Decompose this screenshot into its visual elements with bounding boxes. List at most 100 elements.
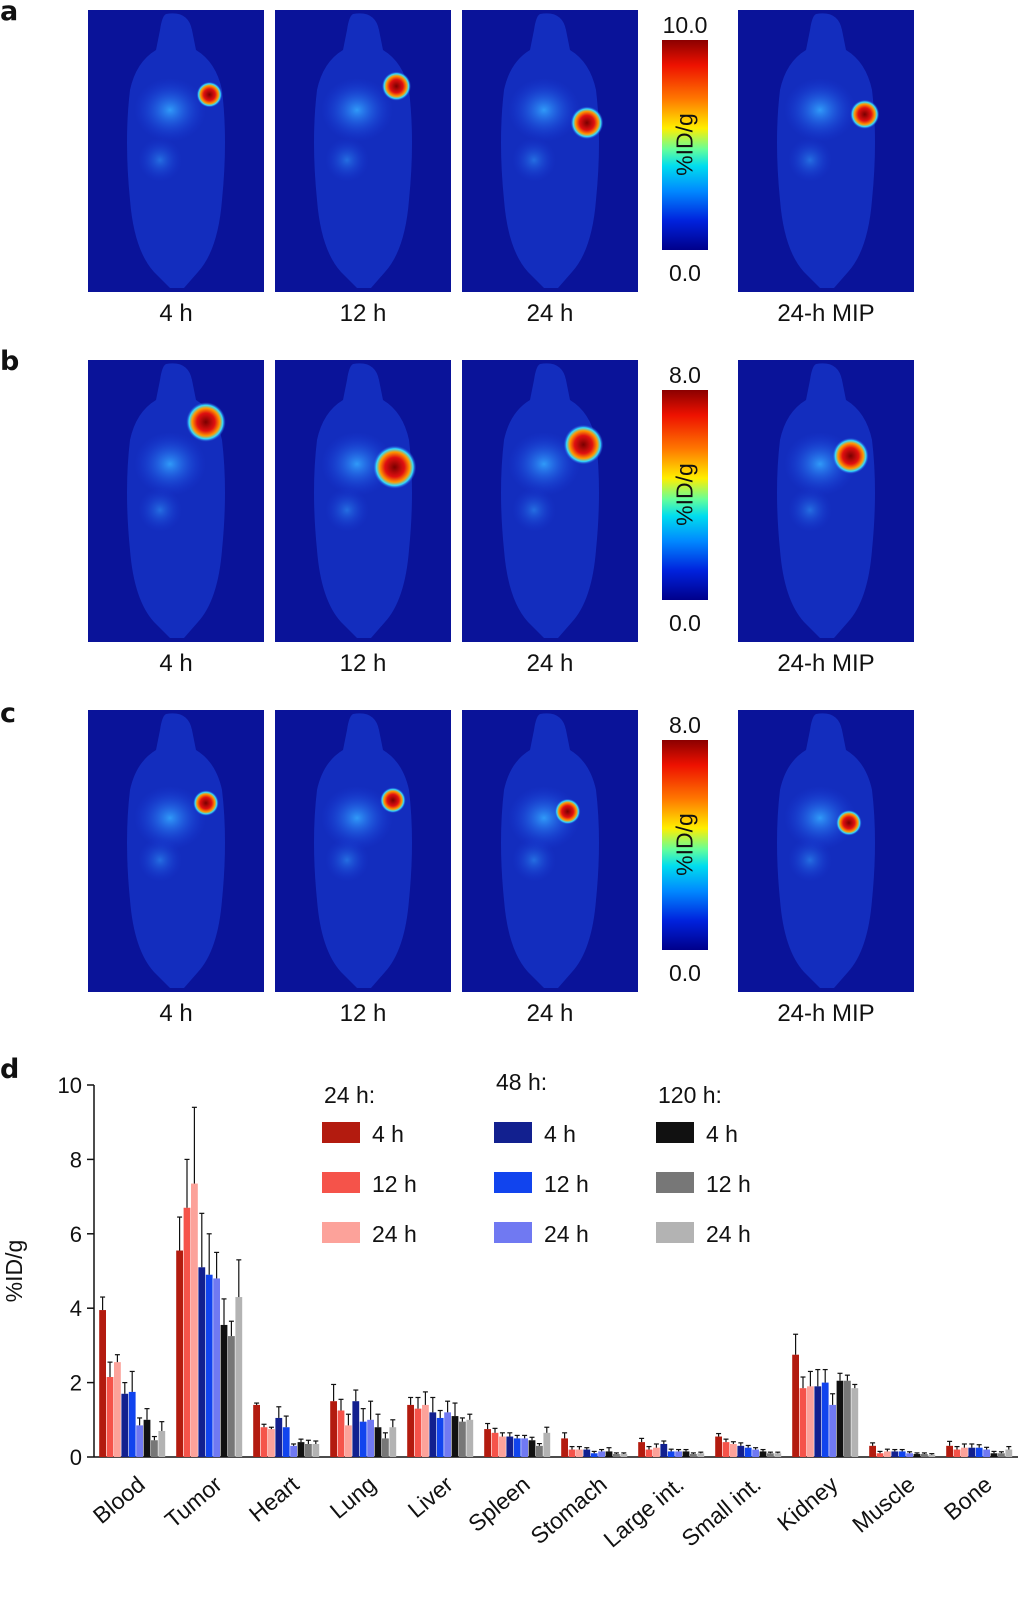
organ-signal — [512, 838, 556, 882]
pet-scan-image — [275, 10, 451, 292]
legend-swatch — [656, 1222, 694, 1243]
bar — [928, 1454, 936, 1457]
legend-swatch — [322, 1172, 360, 1193]
pet-scan-image — [462, 10, 638, 292]
bar — [429, 1412, 437, 1457]
scan-caption: 24 h — [526, 300, 574, 327]
colorbar-min-label: 0.0 — [669, 610, 701, 636]
tumor-hotspot — [570, 106, 604, 140]
x-tick-label: Bone — [939, 1471, 997, 1525]
scan-caption: 24-h MIP — [777, 650, 875, 677]
bar — [158, 1430, 166, 1457]
legend-swatch — [494, 1222, 532, 1243]
scan-caption: 4 h — [159, 300, 193, 327]
bar — [576, 1449, 583, 1457]
legend-swatch — [656, 1122, 694, 1143]
bar — [653, 1447, 660, 1457]
bar — [198, 1267, 206, 1457]
x-tick-label: Kidney — [772, 1471, 843, 1536]
biodistribution-bar-chart: 0 2 4 6 8 10 %ID/g Blood Tumor Heart Lung Liver Sple… — [1, 1069, 1018, 1553]
bar — [851, 1388, 859, 1457]
bar — [136, 1425, 143, 1457]
bar — [359, 1421, 367, 1457]
legend-swatch — [494, 1122, 532, 1143]
legend-group-title: 24 h: — [324, 1082, 375, 1108]
bar — [844, 1380, 851, 1457]
colorbar-unit-label: %ID/g — [671, 463, 698, 526]
panel-label-c: c — [0, 698, 17, 729]
panel-label-d: d — [0, 1054, 20, 1085]
scan-caption: 12 h — [339, 650, 387, 677]
bar — [913, 1454, 921, 1457]
organ-signal — [325, 138, 369, 182]
bar — [792, 1354, 799, 1457]
bar — [367, 1419, 374, 1457]
bar — [422, 1404, 429, 1457]
y-tick-label: 4 — [70, 1296, 82, 1321]
x-tick-label: Spleen — [463, 1471, 535, 1537]
tumor-hotspot — [832, 437, 869, 474]
pet-scan-image — [88, 360, 264, 642]
bar — [998, 1453, 1005, 1457]
scan-caption: 24 h — [526, 650, 574, 677]
bar — [620, 1454, 628, 1457]
bar — [807, 1386, 814, 1457]
bar — [583, 1449, 591, 1457]
legend-label: 24 h — [706, 1221, 751, 1247]
x-tick-label: Lung — [325, 1471, 381, 1524]
organ-signal — [512, 138, 556, 182]
colorbar-max-label: 10.0 — [662, 12, 708, 38]
tumor-hotspot — [193, 790, 219, 816]
organ-signal — [788, 488, 832, 532]
colorbar-max-label: 8.0 — [669, 362, 701, 388]
colorbar — [662, 40, 708, 250]
x-tick-label: Heart — [244, 1471, 304, 1527]
bar — [730, 1443, 737, 1457]
y-tick-label: 8 — [70, 1147, 82, 1172]
bar — [521, 1438, 528, 1457]
bar — [774, 1453, 782, 1457]
organ-signal — [784, 78, 856, 142]
bar — [543, 1432, 551, 1457]
legend-label: 12 h — [706, 1171, 751, 1197]
legend-label: 24 h — [544, 1221, 589, 1247]
x-tick-label: Large int. — [599, 1471, 689, 1553]
bar — [176, 1250, 183, 1457]
legend-label: 12 h — [544, 1171, 589, 1197]
bar — [312, 1443, 320, 1457]
bar — [645, 1449, 653, 1457]
bar — [99, 1310, 106, 1457]
bar — [561, 1438, 568, 1457]
bar — [205, 1274, 213, 1457]
bar — [330, 1401, 337, 1457]
legend-swatch — [322, 1222, 360, 1243]
bar — [697, 1453, 705, 1457]
bar — [953, 1449, 961, 1457]
bar — [220, 1324, 228, 1457]
bar — [459, 1421, 466, 1457]
organ-signal — [138, 838, 182, 882]
legend-swatch — [656, 1172, 694, 1193]
y-axis-title: %ID/g — [1, 1240, 27, 1303]
bar — [675, 1451, 682, 1457]
bar — [282, 1427, 290, 1457]
bar — [466, 1419, 474, 1457]
pet-scan-image — [462, 360, 638, 642]
y-tick-label: 10 — [58, 1073, 82, 1098]
bar — [275, 1417, 283, 1457]
bar — [1005, 1449, 1013, 1457]
x-tick-label: Stomach — [525, 1471, 611, 1549]
bar — [183, 1207, 191, 1457]
bar — [143, 1419, 151, 1457]
pet-scan-image — [88, 710, 264, 992]
scan-caption: 12 h — [339, 300, 387, 327]
scan-caption: 24-h MIP — [777, 300, 875, 327]
bar — [106, 1377, 114, 1457]
bar — [990, 1453, 998, 1457]
bar — [484, 1429, 491, 1457]
bar — [337, 1410, 345, 1457]
panel-label-a: a — [0, 0, 19, 27]
x-tick-label: Liver — [403, 1471, 458, 1523]
tumor-hotspot — [563, 424, 604, 465]
organ-signal — [138, 488, 182, 532]
